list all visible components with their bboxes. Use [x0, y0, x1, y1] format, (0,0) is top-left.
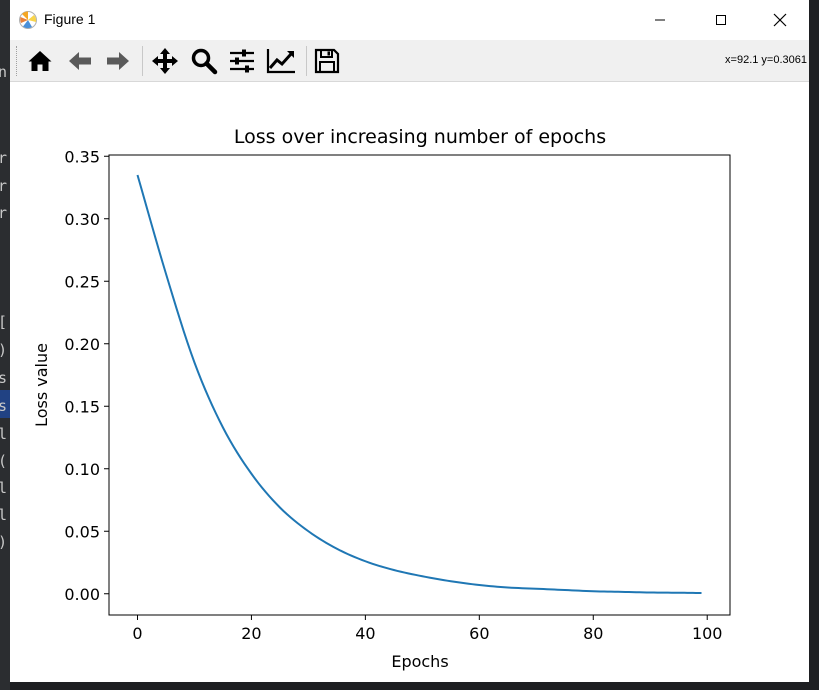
editor-char: ) — [0, 340, 10, 360]
edit-axis-button[interactable] — [264, 44, 298, 78]
configure-subplots-icon — [230, 49, 254, 73]
matplotlib-app-icon — [19, 11, 37, 29]
zoom-button[interactable] — [187, 44, 221, 78]
y-tick-label: 0.05 — [64, 522, 100, 541]
editor-char: n — [0, 63, 8, 81]
editor-char: s — [0, 397, 8, 415]
maximize-icon — [716, 15, 726, 25]
editor-char: l — [0, 479, 8, 497]
forward-button[interactable] — [101, 44, 135, 78]
x-tick-label: 100 — [692, 624, 723, 643]
y-tick-label: 0.25 — [64, 272, 100, 291]
home-button[interactable] — [23, 44, 57, 78]
back-button[interactable] — [63, 44, 97, 78]
toolbar-separator — [142, 46, 143, 76]
y-tick-label: 0.15 — [64, 397, 100, 416]
chart-title: Loss over increasing number of epochs — [234, 126, 606, 148]
window-title: Figure 1 — [44, 11, 96, 27]
x-tick-label: 40 — [355, 624, 375, 643]
axes-frame — [108, 154, 731, 616]
save-button[interactable] — [310, 44, 344, 78]
cursor-coordinates: x=92.1 y=0.3061 — [725, 54, 807, 66]
figure-canvas[interactable]: Loss over increasing number of epochs 0 2… — [10, 82, 809, 682]
y-axis-label: Loss value — [32, 343, 51, 427]
close-icon — [773, 13, 787, 27]
editor-char: r — [0, 204, 8, 222]
loss-series-line — [136, 174, 702, 594]
loss-chart: Loss over increasing number of epochs 0 2… — [10, 82, 809, 682]
editor-char: l — [0, 425, 8, 443]
zoom-icon — [191, 48, 218, 75]
y-tick-label: 0.00 — [64, 585, 100, 604]
toolbar-separator — [306, 46, 307, 76]
edit-axis-icon — [266, 49, 295, 74]
editor-char: [ — [0, 312, 10, 332]
editor-highlight-line — [0, 390, 10, 418]
minimize-button[interactable] — [637, 0, 683, 40]
figure-window: Figure 1 — [10, 0, 809, 682]
editor-char: l — [0, 506, 8, 524]
x-tick-label: 60 — [469, 624, 489, 643]
configure-subplots-button[interactable] — [225, 44, 259, 78]
forward-arrow-icon — [107, 52, 129, 70]
editor-char: r — [0, 149, 8, 167]
x-axis-label: Epochs — [391, 652, 448, 671]
title-bar: Figure 1 — [10, 0, 809, 40]
pan-icon — [152, 48, 178, 74]
navigation-toolbar: x=92.1 y=0.3061 — [10, 40, 809, 82]
editor-char: ( — [0, 451, 10, 471]
x-tick-label: 20 — [241, 624, 261, 643]
x-tick-label: 80 — [583, 624, 603, 643]
editor-char: ) — [0, 532, 10, 552]
y-tick-label: 0.20 — [64, 335, 100, 354]
figure-background — [10, 82, 809, 682]
home-icon — [28, 51, 52, 71]
pan-button[interactable] — [148, 44, 182, 78]
editor-char: r — [0, 177, 8, 195]
maximize-button[interactable] — [698, 0, 744, 40]
toolbar-grip — [16, 46, 18, 76]
save-icon — [314, 48, 340, 74]
editor-char: s — [0, 369, 8, 387]
minimize-icon — [655, 19, 665, 21]
back-arrow-icon — [69, 52, 91, 70]
y-tick-label: 0.35 — [64, 147, 100, 166]
x-tick-label: 0 — [132, 624, 142, 643]
y-tick-label: 0.10 — [64, 460, 100, 479]
y-tick-label: 0.30 — [64, 210, 100, 229]
close-button[interactable] — [757, 0, 803, 40]
